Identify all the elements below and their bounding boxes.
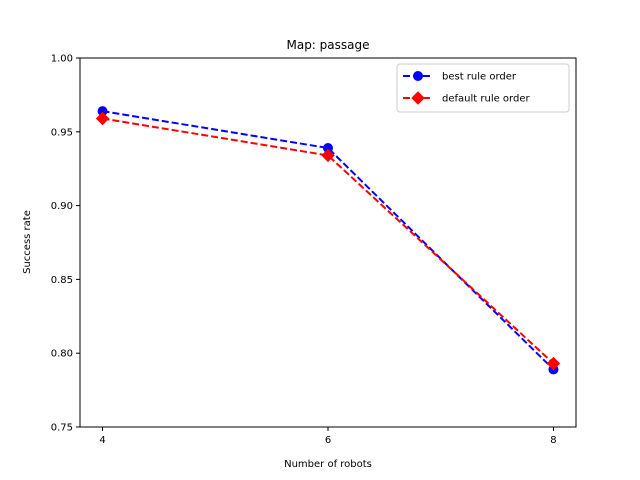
y-axis-title: Success rate xyxy=(22,210,33,274)
data-point-series-2 xyxy=(95,111,110,126)
y-tick-label: 0.95 xyxy=(51,127,73,138)
x-axis-ticks: 4 6 8 xyxy=(99,427,557,446)
y-tick-label: 0.75 xyxy=(51,423,73,434)
plot-area xyxy=(95,106,561,375)
data-point-series-2 xyxy=(321,148,335,163)
series-line-2 xyxy=(102,117,555,365)
chart-title: Map: passage xyxy=(286,38,369,52)
series-line-1 xyxy=(102,110,555,371)
legend-label-1: best rule order xyxy=(442,72,517,83)
legend-label-2: default rule order xyxy=(442,94,530,105)
y-tick-label: 0.85 xyxy=(51,275,73,286)
x-tick-label: 4 xyxy=(99,435,105,446)
y-tick-label: 0.80 xyxy=(51,349,73,360)
y-axis-ticks: 0.75 0.80 0.85 0.90 0.95 1.00 xyxy=(51,54,80,434)
data-point-series-2 xyxy=(546,356,561,371)
x-tick-label: 6 xyxy=(325,435,331,446)
legend-marker-2 xyxy=(411,91,425,105)
legend: best rule order default rule order xyxy=(396,63,570,113)
y-tick-label: 1.00 xyxy=(51,54,73,65)
legend-marker-1 xyxy=(413,71,423,81)
x-tick-label: 8 xyxy=(550,435,556,446)
x-axis-title: Number of robots xyxy=(284,459,372,470)
legend-box xyxy=(396,63,570,113)
y-tick-label: 0.90 xyxy=(51,201,73,212)
